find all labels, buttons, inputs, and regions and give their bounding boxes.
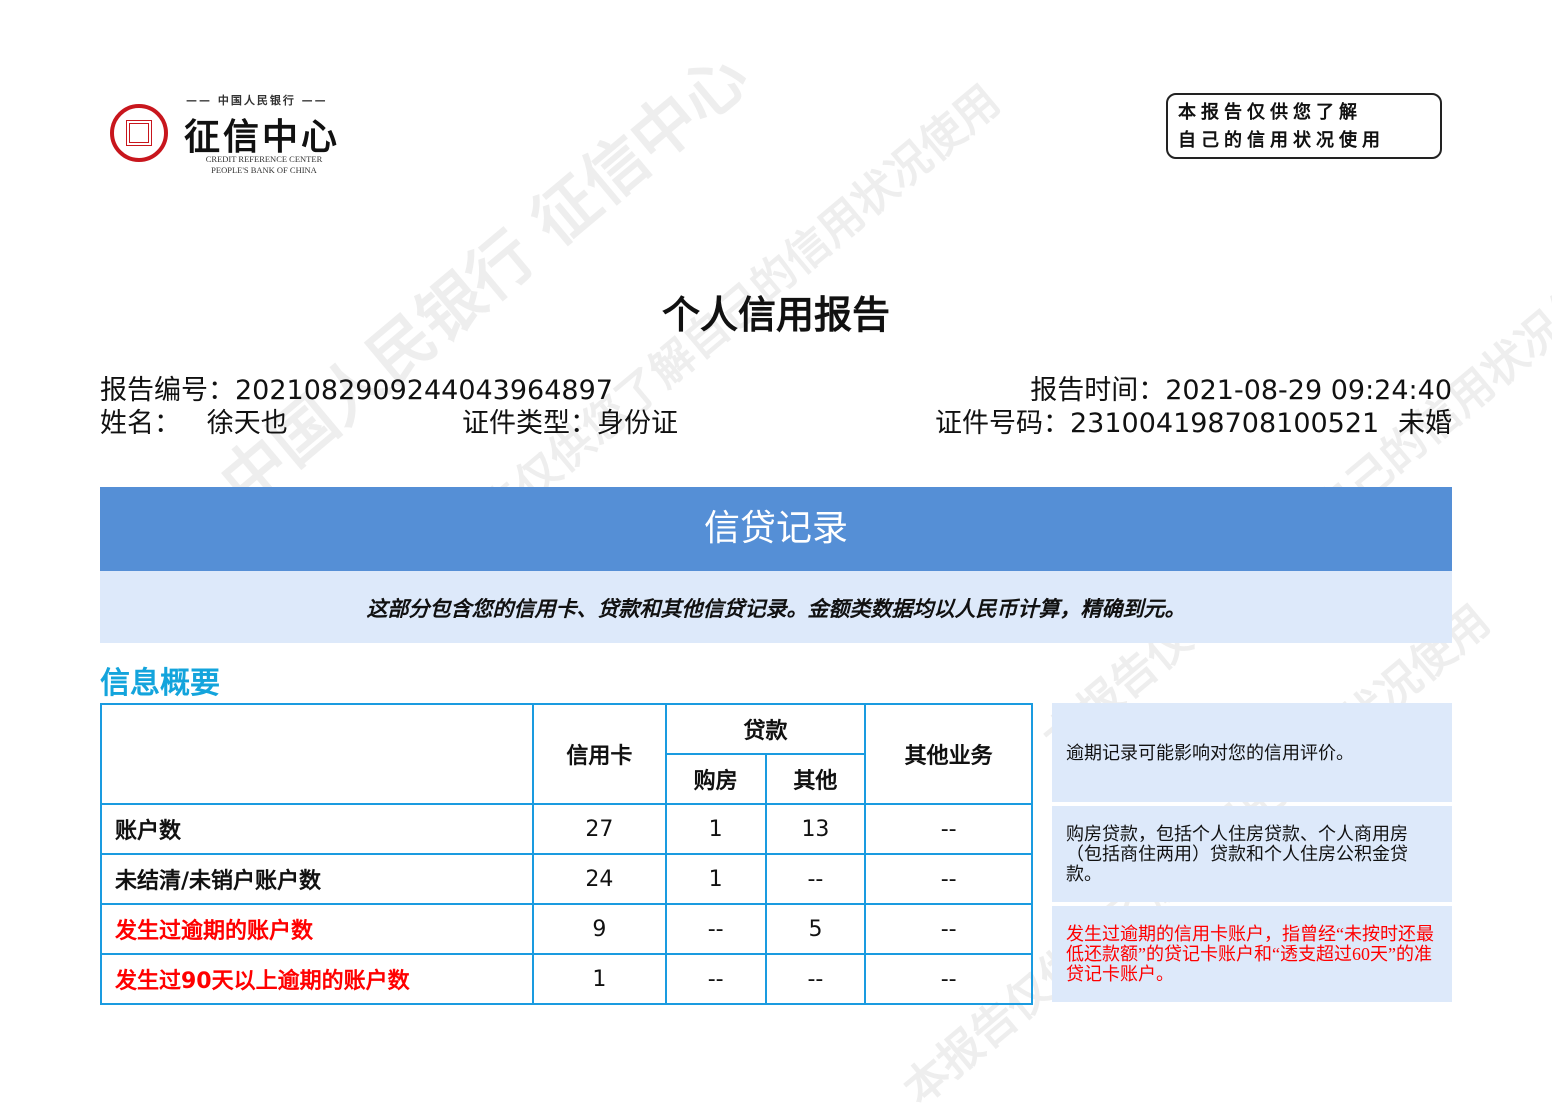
row-label: 发生过逾期的账户数 bbox=[100, 903, 534, 955]
logo-top: 中国人民银行 bbox=[217, 94, 296, 107]
cell-other-loan: 13 bbox=[764, 803, 867, 855]
logo-en2: PEOPLE'S BANK OF CHINA bbox=[211, 165, 317, 175]
label: 报告时间： bbox=[1030, 375, 1166, 406]
logo-main: 征信中心 bbox=[184, 116, 341, 158]
empty-header bbox=[100, 703, 534, 805]
table-row: 发生过逾期的账户数 9 -- 5 -- bbox=[100, 903, 1033, 955]
logo-top-text: —— 中国人民银行 —— bbox=[186, 94, 328, 107]
header-other: 其他业务 bbox=[864, 703, 1033, 805]
cell-card: 27 bbox=[532, 803, 667, 855]
value: 徐天也 bbox=[206, 408, 288, 439]
report-time: 报告时间：2021-08-29 09:24:40 bbox=[1030, 374, 1452, 407]
cell-card: 9 bbox=[532, 903, 667, 955]
section-header: 信贷记录 bbox=[100, 487, 1452, 571]
notice-line1: 本报告仅供您了解 bbox=[1178, 102, 1362, 123]
report-number: 报告编号：2021082909244043964897 bbox=[100, 374, 613, 407]
cell-other: -- bbox=[864, 853, 1033, 905]
cell-other: -- bbox=[864, 953, 1033, 1005]
summary-table: 信用卡 贷款 其他业务 购房 其他 账户数 27 1 13 -- 未结清/未销户账户数 2… bbox=[100, 703, 1033, 1005]
row-label: 未结清/未销户账户数 bbox=[100, 853, 534, 905]
value: 2021082909244043964897 bbox=[235, 375, 613, 406]
value: 2021-08-29 09:24:40 bbox=[1165, 375, 1452, 406]
table-row: 发生过90天以上逾期的账户数 1 -- -- -- bbox=[100, 953, 1033, 1005]
table-row: 未结清/未销户账户数 24 1 -- -- bbox=[100, 853, 1033, 905]
header-house: 购房 bbox=[664, 753, 767, 805]
logo-seal-icon bbox=[110, 104, 168, 162]
cell-other: -- bbox=[864, 803, 1033, 855]
cell-house: -- bbox=[664, 953, 767, 1005]
value: 231004198708100521 bbox=[1070, 408, 1380, 439]
marital-status: 未婚 bbox=[1398, 408, 1452, 439]
label: 证件号码： bbox=[935, 408, 1070, 439]
id-type: 证件类型：身份证 bbox=[462, 407, 678, 440]
note-overdue: 逾期记录可能影响对您的信用评价。 bbox=[1052, 703, 1452, 802]
cell-other-loan: -- bbox=[764, 953, 867, 1005]
summary-title: 信息概要 bbox=[100, 666, 220, 701]
note-overdue-card: 发生过逾期的信用卡账户，指曾经“未按时还最低还款额”的贷记卡账户和“透支超过60… bbox=[1052, 906, 1452, 1002]
note-house-loan: 购房贷款，包括个人住房贷款、个人商用房（包括商住两用）贷款和个人住房公积金贷款。 bbox=[1052, 806, 1452, 902]
cell-other-loan: 5 bbox=[764, 903, 867, 955]
header-other-loan: 其他 bbox=[764, 753, 867, 805]
label: 证件类型： bbox=[462, 408, 597, 439]
cell-card: 1 bbox=[532, 953, 667, 1005]
cell-house: -- bbox=[664, 903, 767, 955]
cell-house: 1 bbox=[664, 853, 767, 905]
label: 报告编号： bbox=[100, 375, 235, 406]
cell-other: -- bbox=[864, 903, 1033, 955]
cell-card: 24 bbox=[532, 853, 667, 905]
id-number: 证件号码：231004198708100521 bbox=[935, 407, 1379, 440]
table-row: 账户数 27 1 13 -- bbox=[100, 803, 1033, 855]
cell-house: 1 bbox=[664, 803, 767, 855]
row-label: 发生过90天以上逾期的账户数 bbox=[100, 953, 534, 1005]
usage-notice: 本报告仅供您了解自己的信用状况使用 bbox=[1166, 93, 1442, 159]
name: 姓名： 徐天也 bbox=[100, 407, 288, 440]
header-card: 信用卡 bbox=[532, 703, 667, 805]
page-title: 个人信用报告 bbox=[661, 293, 890, 337]
label: 姓名： bbox=[100, 408, 181, 439]
cell-other-loan: -- bbox=[764, 853, 867, 905]
section-description: 这部分包含您的信用卡、贷款和其他信贷记录。金额类数据均以人民币计算，精确到元。 bbox=[100, 571, 1452, 643]
logo-en1: CREDIT REFERENCE CENTER bbox=[205, 154, 323, 164]
value: 身份证 bbox=[597, 408, 678, 439]
header-loan: 贷款 bbox=[664, 703, 867, 755]
logo-en: CREDIT REFERENCE CENTER PEOPLE'S BANK OF … bbox=[186, 154, 342, 176]
row-label: 账户数 bbox=[100, 803, 534, 855]
notice-line2: 自己的信用状况使用 bbox=[1178, 130, 1385, 151]
